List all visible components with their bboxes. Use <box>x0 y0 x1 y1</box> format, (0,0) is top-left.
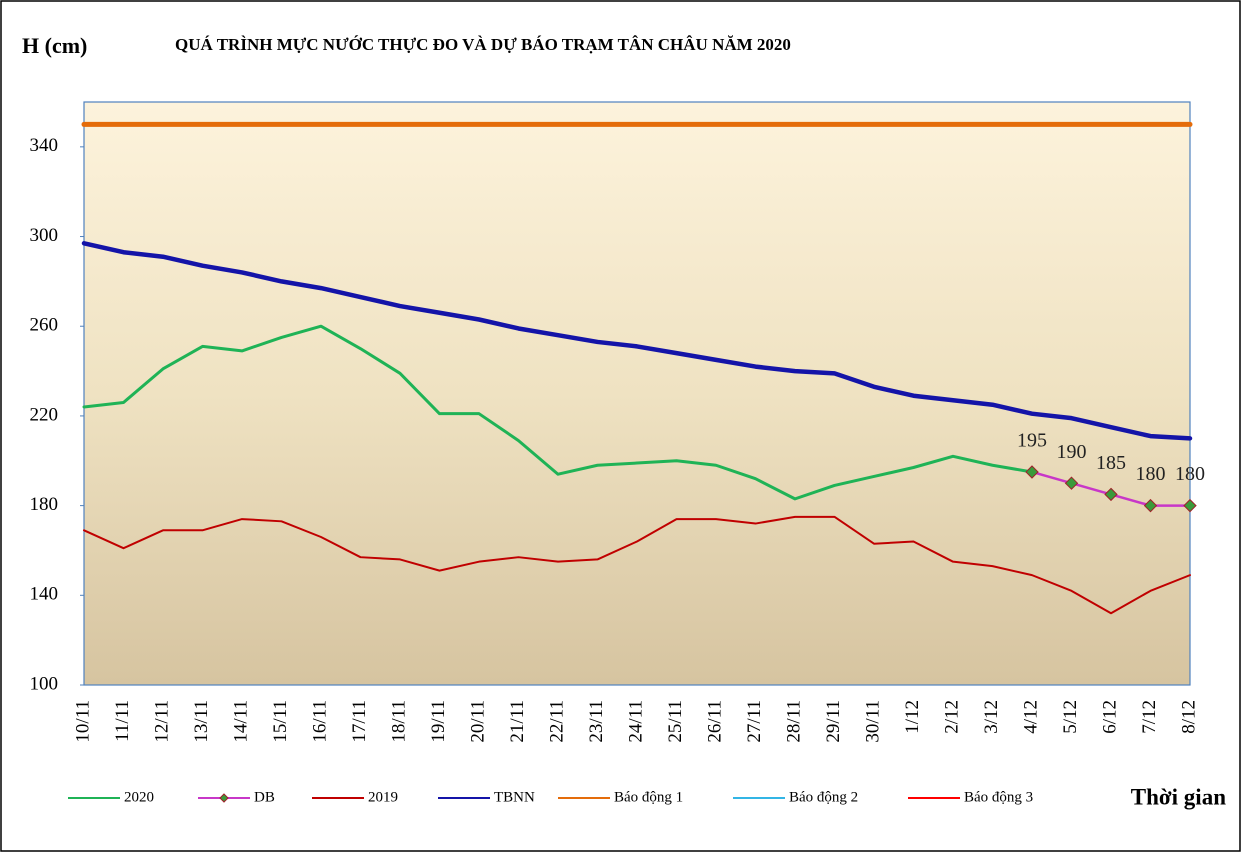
x-tick-label: 29/11 <box>823 700 844 743</box>
y-tick-label: 100 <box>30 673 59 694</box>
x-tick-label: 27/11 <box>744 700 765 743</box>
x-tick-label: 15/11 <box>270 700 291 743</box>
x-tick-label: 4/12 <box>1020 700 1041 734</box>
x-tick-label: 26/11 <box>704 700 725 743</box>
x-axis-label: Thời gian <box>1131 784 1226 809</box>
data-label: 195 <box>1017 430 1047 452</box>
marker <box>1064 476 1079 490</box>
plot-area <box>83 101 1191 686</box>
x-tick-label: 28/11 <box>783 700 804 743</box>
series-line <box>81 241 1193 441</box>
x-tick-label: 3/12 <box>981 700 1002 734</box>
x-tick-label: 6/12 <box>1099 700 1120 734</box>
legend-label: Báo động 3 <box>964 789 1033 805</box>
x-tick-label: 14/11 <box>230 700 251 743</box>
series-line <box>82 324 1034 501</box>
y-tick-label: 300 <box>30 225 59 246</box>
marker <box>1183 498 1197 513</box>
data-label: 185 <box>1096 452 1126 474</box>
x-tick-label: 11/11 <box>112 700 133 742</box>
x-tick-label: 18/11 <box>388 700 409 743</box>
data-label: 180 <box>1136 463 1166 485</box>
y-tick-label: 140 <box>30 584 59 605</box>
y-tick-label: 180 <box>30 494 59 515</box>
x-tick-label: 25/11 <box>665 700 686 743</box>
x-tick-label: 30/11 <box>862 700 883 743</box>
data-label: 180 <box>1175 463 1205 485</box>
x-tick-label: 20/11 <box>467 700 488 743</box>
legend-label: Báo động 1 <box>614 789 683 805</box>
x-tick-label: 21/11 <box>507 700 528 743</box>
x-tick-label: 23/11 <box>586 700 607 743</box>
marker <box>1025 465 1039 479</box>
x-tick-label: 22/11 <box>546 700 567 743</box>
legend-label: DB <box>254 789 275 805</box>
legend-label: 2019 <box>368 789 398 805</box>
y-tick-label: 220 <box>30 404 59 425</box>
x-tick-label: 8/12 <box>1178 700 1199 734</box>
x-tick-label: 10/11 <box>72 700 93 743</box>
y-tick-label: 260 <box>30 315 59 336</box>
x-tick-label: 2/12 <box>941 700 962 734</box>
x-tick-label: 13/11 <box>191 700 212 743</box>
legend-label: 2020 <box>124 789 154 805</box>
data-label: 190 <box>1057 441 1087 463</box>
marker <box>1143 498 1158 513</box>
legend-label: TBNN <box>494 789 535 805</box>
x-tick-label: 17/11 <box>349 700 370 743</box>
x-tick-label: 16/11 <box>309 700 330 743</box>
legend-label: Báo động 2 <box>789 789 858 805</box>
y-axis-label: H (cm) <box>22 33 87 58</box>
chart-title: QUÁ TRÌNH MỰC NƯỚC THỰC ĐO VÀ DỰ BÁO TRẠ… <box>175 35 791 54</box>
marker <box>1104 487 1118 502</box>
x-tick-label: 1/12 <box>902 700 923 734</box>
x-tick-label: 12/11 <box>151 700 172 743</box>
x-tick-label: 5/12 <box>1060 700 1081 734</box>
x-tick-label: 7/12 <box>1139 700 1160 734</box>
x-tick-label: 19/11 <box>428 700 449 743</box>
x-tick-label: 24/11 <box>625 700 646 743</box>
legend-marker <box>219 793 229 803</box>
series-line <box>83 515 1191 615</box>
y-tick-label: 340 <box>30 135 59 156</box>
